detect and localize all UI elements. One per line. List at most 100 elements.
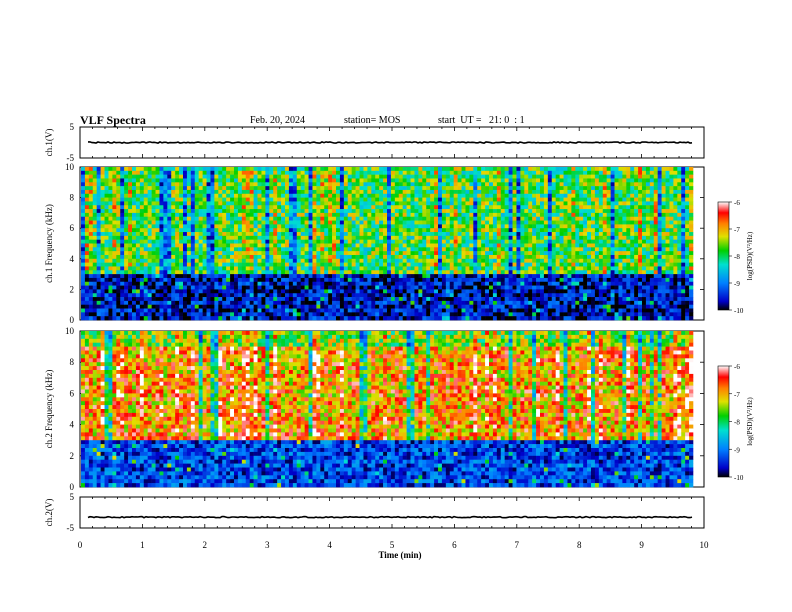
spectrogram-cell [426, 308, 431, 313]
spectrogram-cell [183, 285, 188, 290]
spectrogram-cell [128, 201, 133, 206]
spectrogram-cell [253, 239, 258, 244]
spectrogram-cell [183, 228, 188, 233]
spectrogram-cell [508, 243, 513, 248]
spectrogram-cell [489, 316, 494, 321]
spectrogram-cell [441, 251, 447, 256]
spectrogram-cell [124, 201, 129, 206]
spectrogram-cell [96, 193, 101, 198]
spectrogram-cell [371, 316, 376, 321]
spectrogram-cell [363, 258, 368, 263]
spectrogram-cell [508, 239, 513, 244]
spectrogram-cell [108, 285, 113, 290]
spectrogram-cell [469, 277, 474, 283]
spectrogram-cell [116, 312, 121, 317]
spectrogram-cell [422, 289, 427, 294]
spectrogram-cell [375, 270, 380, 275]
spectrogram-cell [163, 170, 168, 175]
spectrogram-cell [265, 174, 270, 179]
spectrogram-cell [379, 193, 384, 198]
spectrogram-cell [300, 277, 305, 283]
spectrogram-cell [449, 228, 454, 233]
spectrogram-cell [155, 209, 160, 214]
spectrogram-cell [273, 293, 278, 298]
spectrogram-cell [449, 216, 454, 221]
spectrogram-cell [304, 289, 309, 294]
spectrogram-cell [155, 201, 160, 206]
spectrogram-cell [445, 289, 451, 294]
spectrogram-cell [524, 201, 529, 206]
spectrogram-cell [387, 277, 392, 283]
spectrogram-cell [418, 251, 423, 256]
spectrogram-cell [512, 304, 517, 309]
spectrogram-cell [124, 235, 129, 240]
spectrogram-cell [375, 216, 380, 221]
spectrogram-cell [469, 228, 474, 233]
spectrogram-cell [202, 308, 207, 313]
spectrogram-cell [434, 277, 439, 283]
spectrogram-cell [116, 189, 121, 195]
spectrogram-cell [343, 270, 349, 275]
spectrogram-cell [116, 300, 121, 306]
spectrogram-cell [108, 186, 113, 191]
spectrogram-cell [253, 277, 258, 283]
spectrogram-cell [504, 293, 509, 298]
spectrogram-cell [445, 308, 451, 313]
spectrogram-cell [312, 270, 317, 275]
spectrogram-cell [171, 270, 176, 275]
spectrogram-cell [234, 239, 239, 244]
spectrogram-cell [410, 312, 415, 317]
spectrogram-cell [92, 247, 97, 252]
spectrogram-cell [100, 277, 105, 283]
spectrogram-cell [375, 197, 380, 202]
spectrogram-cell [190, 297, 196, 302]
spectrogram-cell [218, 254, 223, 260]
spectrogram-cell [536, 281, 541, 286]
spectrogram-cell [477, 304, 482, 309]
spectrogram-cell [163, 205, 168, 210]
spectrogram-cell [179, 228, 184, 233]
spectrogram-cell [398, 304, 403, 309]
spectrogram-cell [406, 277, 411, 283]
spectrogram-cell [492, 289, 498, 294]
spectrogram-cell [379, 274, 384, 279]
spectrogram-cell [402, 277, 407, 283]
spectrogram-cell [159, 220, 164, 225]
spectrogram-cell [124, 189, 129, 195]
spectrogram-cell [135, 281, 141, 286]
spectrogram-cell [532, 224, 537, 229]
spectrogram-cell [281, 178, 286, 183]
spectrogram-cell [210, 297, 215, 302]
spectrogram-cell [371, 258, 376, 263]
spectrogram-cell [347, 201, 352, 206]
spectrogram-cell [190, 170, 196, 175]
spectrogram-cell [104, 205, 109, 210]
spectrogram-cell [402, 197, 407, 202]
spectrogram-cell [387, 170, 392, 175]
spectrogram-cell [453, 178, 458, 183]
spectrogram-cell [226, 212, 231, 218]
spectrogram-cell [132, 193, 137, 198]
spectrogram-cell [281, 220, 286, 225]
spectrogram-cell [194, 293, 199, 298]
spectrogram-cell [198, 270, 203, 275]
spectrogram-cell [175, 262, 180, 267]
spectrogram-cell [465, 304, 470, 309]
spectrogram-cell [116, 289, 121, 294]
spectrogram-cell [387, 316, 392, 321]
spectrogram-cell [438, 274, 443, 279]
spectrogram-cell [481, 232, 486, 237]
spectrogram-cell [198, 308, 203, 313]
spectrogram-cell [241, 178, 247, 183]
spectrogram-cell [116, 167, 121, 172]
spectrogram-cell [489, 304, 494, 309]
spectrogram-cell [445, 216, 451, 221]
spectrogram-cell [540, 308, 545, 313]
spectrogram-cell [285, 247, 290, 252]
spectrogram-cell [339, 174, 345, 179]
spectrogram-cell [528, 289, 533, 294]
spectrogram-cell [394, 308, 400, 313]
spectrogram-cell [214, 224, 219, 229]
spectrogram-cell [281, 205, 286, 210]
spectrogram-cell [489, 251, 494, 256]
